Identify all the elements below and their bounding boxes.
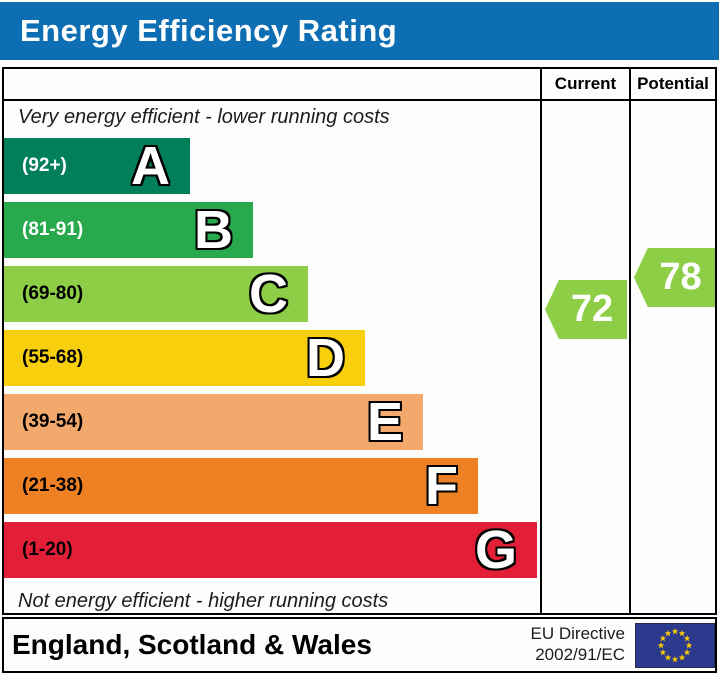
current-rating-arrow: 72 [545, 280, 627, 339]
rating-bands: (92+) A (81-91) B (69-80) C (55-68) D (39-54) E (2… [4, 138, 540, 586]
band-range-label: (81-91) [22, 219, 84, 240]
band-row-B: (81-91) B [4, 202, 253, 258]
potential-column-header: Potential [637, 74, 709, 93]
current-column-divider [540, 69, 542, 613]
band-letter: E [366, 392, 403, 452]
eu-directive-label: EU Directive 2002/91/EC [531, 624, 625, 665]
table-header-row: Current Potential [4, 69, 715, 101]
band-range-label: (55-68) [22, 347, 84, 368]
band-letter: C [249, 264, 288, 324]
region-label: England, Scotland & Wales [12, 629, 372, 660]
band-row-A: (92+) A [4, 138, 190, 194]
band-range-label: (39-54) [22, 411, 84, 432]
band-letter: B [194, 200, 233, 260]
band-range-label: (92+) [22, 155, 67, 176]
band-letter: D [306, 328, 345, 388]
band-row-D: (55-68) D [4, 330, 365, 386]
band-range-label: (69-80) [22, 283, 84, 304]
top-note: Very energy efficient - lower running co… [18, 106, 390, 128]
band-row-E: (39-54) E [4, 394, 423, 450]
band-row-F: (21-38) F [4, 458, 478, 514]
band-range-label: (21-38) [22, 475, 84, 496]
rating-table: Current Potential Very energy efficient … [2, 67, 717, 615]
band-range-label: (1-20) [22, 539, 73, 560]
page-title: Energy Efficiency Rating [20, 13, 398, 48]
eu-directive-line1: EU Directive [530, 624, 625, 644]
band-row-G: (1-20) G [4, 522, 537, 578]
current-column-header: Current [554, 74, 617, 93]
footer-bar: England, Scotland & Wales EU Directive 2… [2, 617, 717, 673]
band-letter: G [474, 520, 517, 580]
eu-flag-icon [635, 622, 715, 668]
bottom-note: Not energy efficient - higher running co… [18, 590, 389, 612]
potential-rating-arrow: 78 [634, 248, 715, 307]
band-row-C: (69-80) C [4, 266, 308, 322]
potential-column-divider [629, 69, 631, 613]
title-bar: Energy Efficiency Rating [0, 2, 719, 60]
eu-directive-line2: 2002/91/EC [535, 645, 625, 664]
band-letter: F [425, 456, 458, 516]
band-letter: A [131, 136, 170, 196]
